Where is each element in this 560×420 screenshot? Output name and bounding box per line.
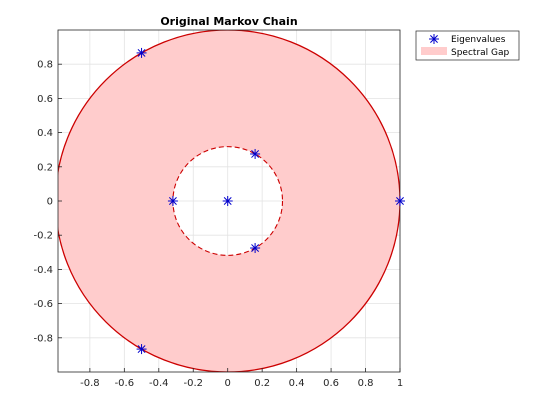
x-tick-label: -0.4: [149, 378, 169, 389]
chart-title: Original Markov Chain: [160, 15, 297, 28]
x-tick-label: 0.6: [323, 378, 339, 389]
eigenvalue-point: [250, 243, 261, 254]
legend-label-spectral-gap: Spectral Gap: [451, 48, 510, 58]
eigenvalue-point: [136, 47, 147, 58]
eigenvalue-point: [222, 196, 233, 206]
y-tick-label: -0.4: [33, 265, 53, 276]
x-tick-label: 0.4: [289, 378, 305, 389]
eigenvalue-point: [250, 148, 261, 159]
legend-box: [415, 30, 520, 61]
legend: Eigenvalues Spectral Gap: [415, 30, 520, 61]
x-tick-label: -0.8: [80, 378, 100, 389]
axis-ticks: -0.8 -0.6 -0.4 -0.2 0 0.2 0.4 0.6 0.8 1 -0.8 -0.6 -0…: [33, 60, 403, 389]
y-tick-label: 0.4: [37, 128, 53, 139]
y-tick-label: -0.6: [33, 299, 53, 310]
x-tick-label: 0: [225, 378, 231, 389]
y-tick-label: 0.6: [37, 94, 53, 105]
y-tick-label: -0.2: [33, 231, 53, 242]
x-tick-label: 1: [397, 378, 403, 389]
y-tick-label: 0: [47, 197, 53, 208]
x-tick-label: 0.2: [254, 378, 270, 389]
y-tick-label: -0.8: [33, 333, 53, 344]
x-tick-label: -0.2: [183, 378, 203, 389]
legend-label-eigenvalues: Eigenvalues: [451, 35, 506, 45]
eigenvalue-point: [136, 344, 147, 355]
eigenvalue-point: [167, 196, 178, 206]
legend-asterisk: [429, 34, 439, 44]
eigenvalue-points: [136, 47, 405, 355]
y-tick-label: 0.8: [37, 60, 53, 71]
eigenvalue-point: [395, 196, 405, 206]
legend-marker-eigenvalues: [429, 34, 439, 44]
y-tick-label: 0.2: [37, 162, 53, 173]
spectral-gap-fill: [58, 30, 400, 372]
legend-swatch-spectral-gap: [421, 47, 447, 55]
x-tick-label: 0.8: [358, 378, 374, 389]
x-tick-label: -0.6: [115, 378, 135, 389]
